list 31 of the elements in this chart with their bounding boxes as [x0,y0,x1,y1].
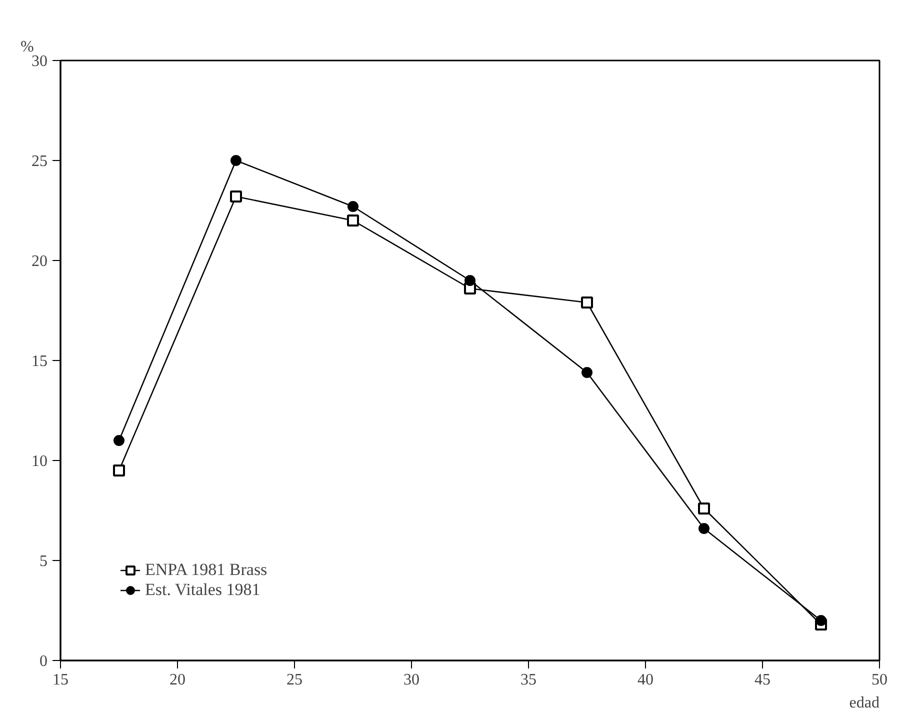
y-axis-title: % [20,38,34,56]
y-tick-label: 5 [40,553,48,570]
x-tick-label: 35 [520,672,536,688]
y-tick-label: 25 [32,153,48,170]
point [114,435,124,446]
x-tick-label: 30 [404,672,420,688]
x-tick-label: 45 [754,672,770,688]
legend-label: ENPA 1981 Brass [145,560,268,580]
legend-label: Est. Vitales 1981 [145,580,260,600]
point [347,214,359,226]
y-tick-label: 0 [40,653,48,670]
point [464,275,476,286]
point [816,615,826,626]
x-tick-label: 20 [170,672,186,688]
y-tick-label: 15 [32,353,48,370]
point [698,523,710,534]
x-tick-label: 15 [52,672,68,688]
point [698,502,710,514]
point [582,367,592,378]
y-tick-label: 30 [32,53,48,70]
point [348,201,358,212]
x-tick-label: 40 [638,672,654,688]
x-tick-label: 50 [872,672,888,688]
point [581,296,593,308]
y-tick-label: 10 [32,453,48,470]
point [113,464,125,476]
point [230,190,242,202]
x-tick-label: 25 [286,672,302,688]
point [230,155,242,166]
y-tick-label: 20 [32,253,48,270]
x-axis-title: edad [849,694,880,712]
